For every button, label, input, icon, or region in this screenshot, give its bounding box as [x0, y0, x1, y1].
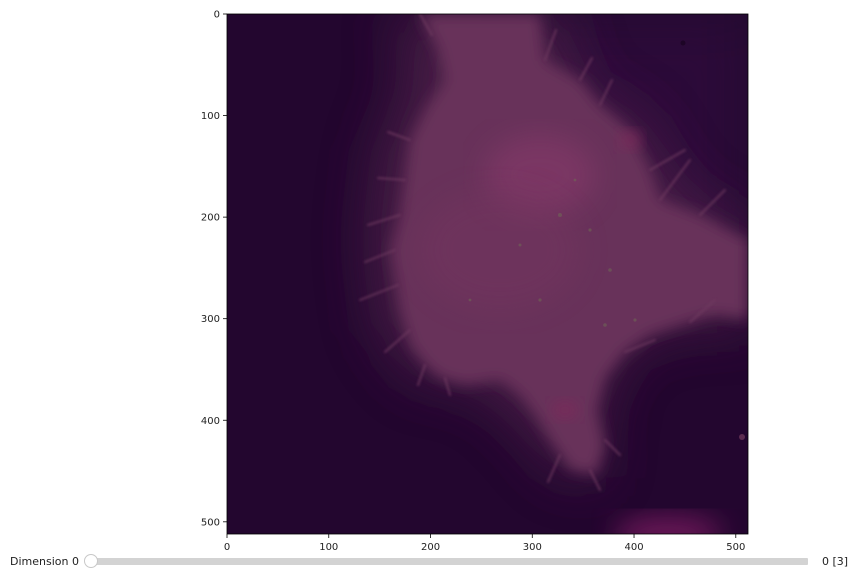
y-tick-label: 100	[201, 111, 220, 122]
axes-frame	[226, 13, 749, 535]
x-tick-label: 300	[523, 542, 542, 553]
slider-value: 0 [3]	[822, 555, 849, 568]
dimension-slider-row: Dimension 0 0 [3]	[0, 550, 857, 574]
y-tick-label: 500	[201, 517, 220, 528]
dark-dot	[680, 40, 686, 46]
y-tick-label: 0	[214, 10, 220, 21]
x-tick-label: 400	[624, 542, 643, 553]
speckles	[468, 178, 637, 327]
slider-track[interactable]	[91, 558, 808, 565]
x-axis: 0 100 200 300 400 500	[224, 534, 745, 553]
y-axis: 0 100 200 300 400 500	[201, 10, 227, 528]
bottom-glow	[613, 516, 723, 534]
x-tick-label: 0	[224, 542, 230, 553]
microscopy-image	[227, 14, 748, 534]
y-tick-label: 400	[201, 416, 220, 427]
cell-bright-region	[420, 190, 580, 310]
cell-bright-spot	[551, 400, 579, 420]
x-tick-label: 500	[726, 542, 745, 553]
filopodia	[359, 14, 726, 491]
x-tick-label: 100	[319, 542, 338, 553]
slider-handle[interactable]	[84, 554, 98, 568]
x-tick-label: 200	[421, 542, 440, 553]
bright-dot	[739, 434, 745, 440]
slider-label: Dimension 0	[10, 555, 79, 568]
cell-bright-spot	[618, 130, 642, 150]
y-tick-label: 200	[201, 213, 220, 224]
y-tick-label: 300	[201, 314, 220, 325]
